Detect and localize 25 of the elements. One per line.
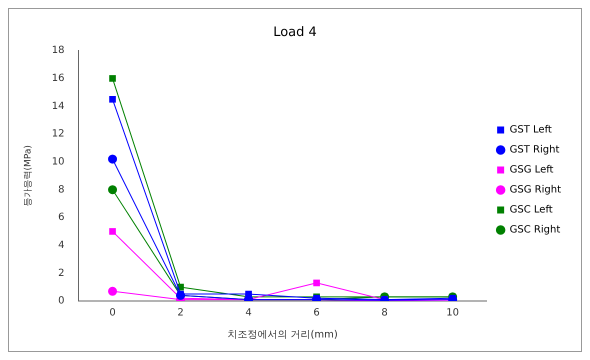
- y-tick-label: 6: [58, 212, 65, 224]
- legend-label: GSC Left: [510, 204, 553, 216]
- x-tick-label: 2: [177, 308, 184, 319]
- x-tick-label: 10: [446, 308, 459, 319]
- y-tick-label: 10: [52, 156, 65, 168]
- y-tick-label: 2: [58, 268, 65, 279]
- x-tick-label: 8: [381, 308, 388, 319]
- x-tick-label: 6: [313, 308, 320, 319]
- y-axis-title: 등가응력(MPa): [24, 145, 34, 206]
- legend-label: GST Left: [510, 124, 552, 136]
- legend-label: GSC Right: [510, 224, 560, 236]
- legend-label: GSG Right: [510, 184, 562, 196]
- legend-label: GSG Left: [510, 164, 554, 176]
- x-tick-label: 4: [245, 308, 252, 319]
- legend-label: GST Right: [510, 144, 560, 156]
- y-tick-label: 16: [52, 73, 65, 84]
- chart-title: Load 4: [273, 25, 317, 40]
- y-tick-label: 8: [58, 184, 65, 196]
- y-tick-label: 0: [58, 296, 65, 307]
- y-tick-label: 4: [58, 240, 65, 251]
- x-axis-title: 치조정에서의 거리(mm): [227, 330, 338, 341]
- x-tick-label: 0: [109, 308, 116, 319]
- y-tick-label: 14: [52, 100, 65, 112]
- y-tick-label: 12: [52, 128, 65, 140]
- y-tick-label: 18: [52, 45, 65, 56]
